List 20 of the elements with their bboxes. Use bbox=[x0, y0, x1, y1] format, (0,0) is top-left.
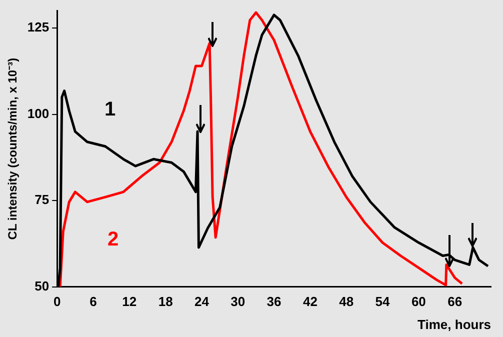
x-tick-label: 30 bbox=[230, 294, 246, 310]
y-tick-label: 100 bbox=[27, 106, 50, 121]
x-tick-label: 48 bbox=[339, 294, 354, 310]
y-tick-label: 125 bbox=[27, 20, 50, 35]
x-tick-label: 60 bbox=[411, 294, 426, 310]
x-tick-label: 54 bbox=[375, 294, 391, 310]
series-label: 1 bbox=[104, 98, 116, 121]
y-tick-label: 50 bbox=[34, 278, 50, 294]
x-tick-label: 12 bbox=[122, 294, 137, 310]
x-axis-title: Time, hours bbox=[418, 316, 491, 332]
x-tick-label: 6 bbox=[90, 294, 97, 310]
x-tick-label: 18 bbox=[158, 294, 173, 310]
y-tick-label: 75 bbox=[34, 192, 50, 208]
x-tick-label: 36 bbox=[266, 294, 282, 310]
x-tick-label: 42 bbox=[302, 294, 318, 310]
series-label: 2 bbox=[107, 228, 119, 251]
x-tick-label: 0 bbox=[53, 294, 61, 310]
y-axis-title: CL intensity (counts/min, x 10⁻³) bbox=[6, 58, 20, 240]
x-tick-label: 24 bbox=[194, 294, 210, 310]
x-tick-label: 66 bbox=[448, 294, 462, 310]
